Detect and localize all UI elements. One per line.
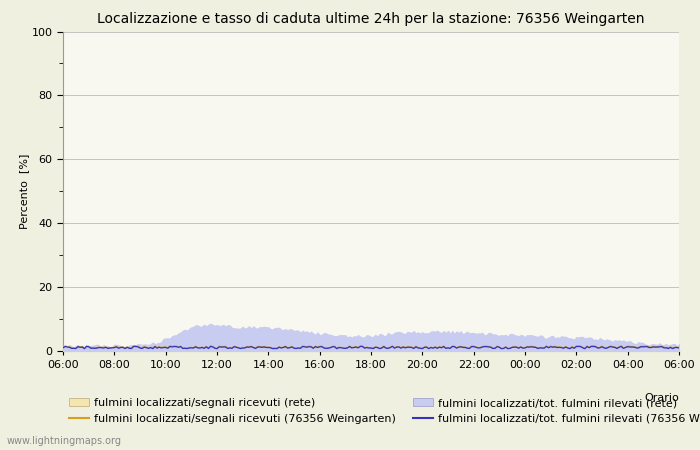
Y-axis label: Percento  [%]: Percento [%] (19, 153, 29, 229)
Text: www.lightningmaps.org: www.lightningmaps.org (7, 436, 122, 446)
Text: Orario: Orario (644, 392, 679, 403)
Legend: fulmini localizzati/segnali ricevuti (rete), fulmini localizzati/segnali ricevut: fulmini localizzati/segnali ricevuti (re… (69, 398, 700, 423)
Title: Localizzazione e tasso di caduta ultime 24h per la stazione: 76356 Weingarten: Localizzazione e tasso di caduta ultime … (97, 12, 645, 26)
